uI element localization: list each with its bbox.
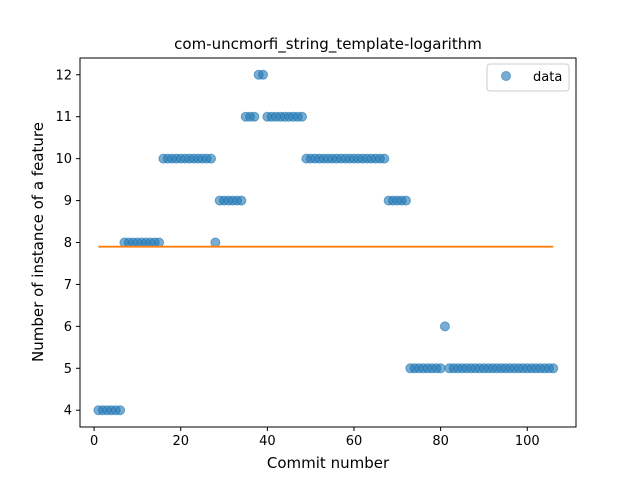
y-axis-label: Number of instance of a feature [29, 122, 47, 362]
y-tick-label: 7 [64, 278, 72, 293]
data-point [435, 363, 446, 374]
x-tick-label: 40 [259, 434, 276, 449]
data-point [236, 195, 247, 206]
x-tick-label: 20 [172, 434, 189, 449]
data-point [400, 195, 411, 206]
data-point [379, 153, 390, 164]
y-tick-label: 6 [64, 320, 72, 335]
legend: data [486, 63, 570, 92]
legend-marker [501, 71, 511, 81]
x-tick-label: 0 [90, 434, 98, 449]
y-tick-label: 9 [64, 194, 72, 209]
data-point [206, 153, 217, 164]
y-tick-label: 12 [55, 68, 72, 83]
y-tick-label: 8 [64, 236, 72, 251]
legend-frame [486, 63, 570, 92]
data-point [258, 69, 269, 80]
legend-label: data [533, 70, 562, 85]
x-tick-label: 100 [515, 434, 540, 449]
data-point [439, 321, 450, 332]
x-axis-label: Commit number [267, 454, 390, 472]
chart-title: com-uncmorfi_string_template-logarithm [174, 35, 482, 54]
data-point [210, 237, 221, 248]
data-point [115, 405, 126, 416]
data-point [297, 111, 308, 122]
y-tick-label: 11 [55, 110, 72, 125]
data-point [154, 237, 165, 248]
y-tick-label: 4 [64, 404, 72, 419]
y-tick-label: 10 [55, 152, 72, 167]
data-point [249, 111, 260, 122]
axes: 0 20 40 60 80 100 4 5 6 7 8 9 10 11 12 [55, 57, 577, 449]
x-tick-label: 80 [432, 434, 449, 449]
data-point [548, 363, 559, 374]
x-tick-label: 60 [346, 434, 363, 449]
plot-area [93, 69, 559, 416]
y-tick-label: 5 [64, 362, 72, 377]
